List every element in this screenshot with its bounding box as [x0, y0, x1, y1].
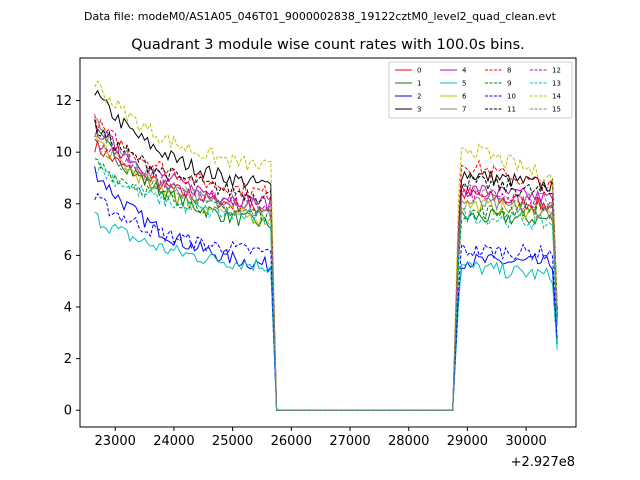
series-line-15	[94, 138, 558, 411]
series-line-11	[94, 119, 558, 411]
legend-label-13: 13	[552, 80, 561, 88]
series-line-7	[94, 116, 558, 411]
x-tick-label: 23000	[95, 434, 136, 449]
legend-label-12: 12	[552, 67, 561, 75]
plot-lines	[94, 80, 558, 411]
legend-label-3: 3	[417, 106, 421, 114]
legend-label-10: 10	[507, 93, 516, 101]
legend-label-15: 15	[552, 106, 561, 114]
legend-label-5: 5	[462, 80, 466, 88]
legend-label-0: 0	[417, 67, 421, 75]
series-line-12	[94, 138, 558, 411]
y-tick-label: 12	[55, 94, 72, 109]
x-tick-label: 28000	[388, 434, 429, 449]
legend-label-9: 9	[507, 80, 511, 88]
legend-frame	[388, 61, 573, 119]
series-line-14	[94, 80, 558, 411]
x-tick-label: 26000	[271, 434, 312, 449]
series-line-3	[94, 89, 558, 411]
series-line-6	[94, 132, 558, 411]
legend-label-1: 1	[417, 80, 421, 88]
series-line-8	[94, 114, 558, 411]
x-axis-ticks: 23000 24000 25000 26000 27000 28000 29000 30000	[95, 427, 547, 449]
legend-label-7: 7	[462, 106, 466, 114]
series-line-13	[94, 162, 558, 411]
chart-suptitle: Data file: modeM0/AS1A05_046T01_90000028…	[84, 10, 557, 23]
series-line-9	[94, 158, 558, 411]
x-tick-label: 24000	[153, 434, 194, 449]
y-tick-label: 6	[64, 249, 72, 264]
legend-label-6: 6	[462, 93, 467, 101]
chart-title: Quadrant 3 module wise count rates with …	[131, 37, 525, 53]
y-tick-label: 8	[64, 197, 72, 212]
y-tick-label: 2	[64, 352, 72, 367]
legend-label-4: 4	[462, 67, 467, 75]
legend-label-11: 11	[507, 106, 516, 114]
legend-label-14: 14	[552, 93, 561, 101]
series-line-5	[94, 211, 558, 411]
y-tick-label: 10	[55, 146, 72, 161]
x-offset-label: +2.927e8	[511, 455, 575, 470]
x-tick-label: 25000	[212, 434, 253, 449]
y-tick-label: 0	[64, 404, 72, 419]
legend-label-8: 8	[507, 67, 511, 75]
legend-label-2: 2	[417, 93, 421, 101]
series-line-1	[94, 127, 558, 411]
x-tick-label: 29000	[447, 434, 488, 449]
x-tick-label: 27000	[329, 434, 370, 449]
x-tick-label: 30000	[505, 434, 546, 449]
y-tick-label: 4	[64, 301, 72, 316]
series-line-10	[94, 192, 558, 411]
y-axis-ticks: 0 2 4 6 8 10 12	[55, 94, 80, 419]
plot-frame	[79, 57, 577, 428]
series-line-2	[94, 166, 558, 411]
series-line-4	[94, 119, 558, 411]
